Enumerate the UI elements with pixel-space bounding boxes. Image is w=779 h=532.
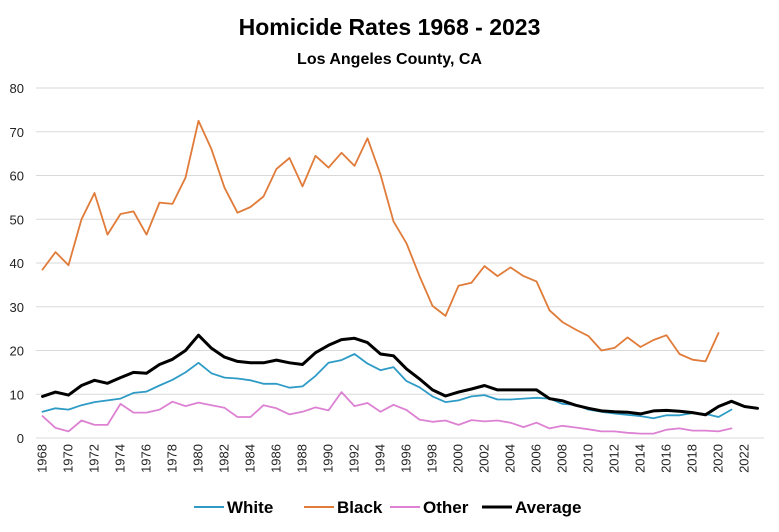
x-tick-label: 1998 — [425, 444, 440, 473]
x-tick-label: 1970 — [61, 444, 76, 473]
x-tick-label: 2020 — [711, 444, 726, 473]
x-tick-label: 2004 — [503, 444, 518, 473]
series-line-other — [41, 391, 733, 435]
x-tick-label: 2018 — [685, 444, 700, 473]
y-tick-label: 20 — [10, 344, 24, 359]
x-tick-label: 2006 — [529, 444, 544, 473]
x-tick-label: 1972 — [87, 444, 102, 473]
legend-label-black: Black — [337, 498, 383, 517]
y-tick-label: 80 — [10, 81, 24, 96]
chart-title: Homicide Rates 1968 - 2023 — [239, 14, 541, 40]
x-tick-label: 1994 — [373, 444, 388, 473]
legend-label-other: Other — [423, 498, 469, 517]
series-lines — [41, 119, 759, 435]
y-tick-label: 10 — [10, 387, 24, 402]
y-tick-label: 30 — [10, 300, 24, 315]
x-tick-label: 1996 — [399, 444, 414, 473]
x-tick-label: 2010 — [581, 444, 596, 473]
x-tick-label: 2014 — [633, 444, 648, 473]
x-tick-label: 2008 — [555, 444, 570, 473]
y-tick-label: 60 — [10, 169, 24, 184]
x-tick-label: 1978 — [165, 444, 180, 473]
y-tick-label: 0 — [17, 431, 24, 446]
x-tick-label: 1984 — [243, 444, 258, 473]
gridlines — [36, 87, 764, 439]
x-tick-label: 1968 — [35, 444, 50, 473]
legend: White Black Other Average — [194, 498, 581, 517]
x-tick-label: 1986 — [269, 444, 284, 473]
series-line-white — [41, 353, 733, 420]
legend-label-white: White — [227, 498, 273, 517]
series-line-average — [41, 333, 759, 417]
y-tick-label: 40 — [10, 256, 24, 271]
x-tick-label: 1988 — [295, 444, 310, 473]
x-tick-label: 2002 — [477, 444, 492, 473]
x-tick-label: 2016 — [659, 444, 674, 473]
x-tick-label: 2022 — [737, 444, 752, 473]
x-tick-label: 1980 — [191, 444, 206, 473]
x-tick-label: 1974 — [113, 444, 128, 473]
y-tick-label: 50 — [10, 212, 24, 227]
y-tick-label: 70 — [10, 125, 24, 140]
x-tick-label: 1976 — [139, 444, 154, 473]
x-axis-ticks: 1968 1970 1972 1974 1976 1978 1980 1982 1984 1986… — [35, 444, 752, 473]
x-tick-label: 1990 — [321, 444, 336, 473]
x-tick-label: 2012 — [607, 444, 622, 473]
x-tick-label: 2000 — [451, 444, 466, 473]
y-axis-ticks: 0 10 20 30 40 50 60 70 80 — [10, 81, 24, 446]
series-line-black — [41, 119, 720, 363]
x-tick-label: 1982 — [217, 444, 232, 473]
legend-label-average: Average — [515, 498, 581, 517]
x-tick-label: 1992 — [347, 444, 362, 473]
chart-subtitle: Los Angeles County, CA — [297, 51, 482, 68]
